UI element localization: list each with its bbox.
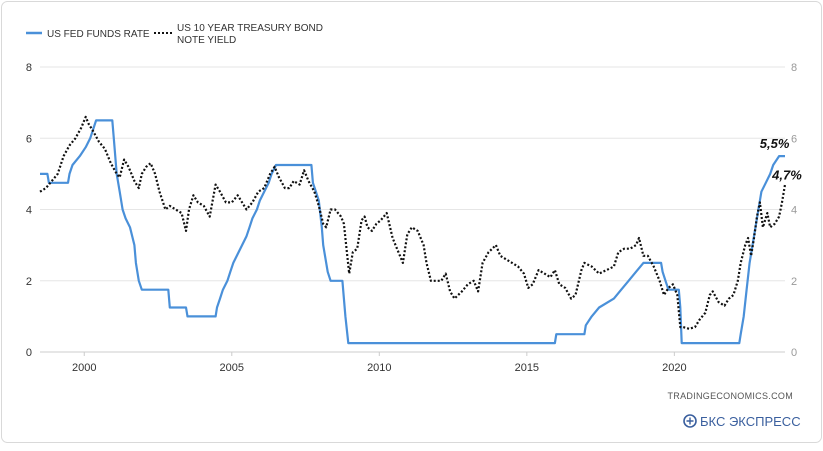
x-tick-label: 2010 — [367, 362, 391, 374]
y-tick-label-left: 4 — [26, 205, 32, 217]
x-tick-label: 2020 — [662, 362, 686, 374]
y-tick-label-left: 0 — [26, 347, 32, 359]
x-tick-label: 2000 — [72, 362, 96, 374]
legend-label-fed-funds: US FED FUNDS RATE — [47, 29, 150, 40]
chart-border — [1, 1, 822, 443]
legend-item-fed-funds[interactable]: US FED FUNDS RATE — [26, 29, 150, 40]
brand-logo-icon — [683, 414, 697, 428]
source-credit: TRADINGECONOMICS.COM — [667, 391, 793, 401]
annotation-label: 5,5% — [760, 136, 790, 151]
y-tick-label-left: 8 — [26, 62, 32, 74]
annotations: 5,5% 4,7% — [760, 136, 802, 183]
brand-logo-mark — [686, 417, 694, 425]
y-tick-label-left: 2 — [26, 276, 32, 288]
legend-label-treasury-line2: NOTE YIELD — [177, 35, 236, 46]
y-tick-label-right: 2 — [791, 276, 797, 288]
x-tick-label: 2015 — [515, 362, 539, 374]
legend: US FED FUNDS RATE US 10 YEAR TREASURY BO… — [26, 23, 323, 46]
axes: 0 0 2 2 4 4 6 6 8 8 2000 2005 2010 2015 2020 — [26, 62, 797, 374]
series-layer — [39, 115, 787, 345]
legend-label-treasury-line1: US 10 YEAR TREASURY BOND — [177, 23, 323, 34]
y-tick-label-right: 0 — [791, 347, 797, 359]
legend-item-treasury[interactable]: US 10 YEAR TREASURY BOND NOTE YIELD — [154, 23, 323, 46]
series-line-fed-funds-rate[interactable] — [40, 119, 785, 345]
annotation-label: 4,7% — [771, 168, 802, 183]
gridlines — [40, 66, 785, 353]
y-tick-label-left: 6 — [26, 133, 32, 145]
x-tick-label: 2005 — [220, 362, 244, 374]
y-tick-label-right: 8 — [791, 62, 797, 74]
y-tick-label-right: 4 — [791, 205, 797, 217]
brand-logo: БКС ЭКСПРЕСС — [683, 414, 801, 429]
y-tick-label-right: 6 — [791, 133, 797, 145]
brand-name: БКС ЭКСПРЕСС — [700, 414, 801, 429]
